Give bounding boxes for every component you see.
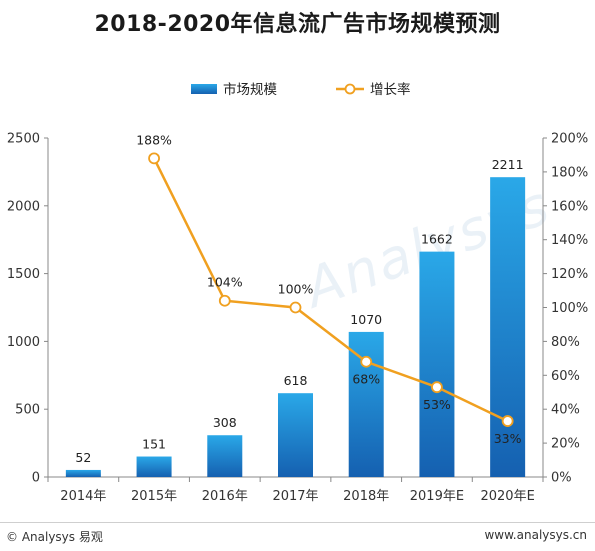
y-left-tick-label: 1500 xyxy=(7,267,40,282)
y-right-tick-label: 40% xyxy=(551,403,580,418)
x-tick-label: 2016年 xyxy=(202,489,248,504)
bar xyxy=(136,456,172,477)
y-right-tick-label: 140% xyxy=(551,233,588,248)
bars xyxy=(65,177,526,477)
bar-value-label: 1662 xyxy=(421,232,453,247)
y-right-tick-label: 20% xyxy=(551,437,580,452)
y-right-tick-label: 60% xyxy=(551,369,580,384)
growth-point xyxy=(501,415,514,427)
x-tick-label: 2019年E xyxy=(410,489,464,504)
y-right-tick-label: 120% xyxy=(551,267,588,282)
growth-point xyxy=(431,381,443,394)
bar xyxy=(278,393,313,477)
growth-point xyxy=(148,152,160,165)
x-tick-label: 2020年E xyxy=(480,489,534,504)
growth-point xyxy=(218,294,231,307)
y-right-tick-label: 180% xyxy=(551,165,588,180)
growth-value-label: 33% xyxy=(494,431,522,446)
y-right-tick-label: 160% xyxy=(551,199,588,214)
bar xyxy=(419,251,455,477)
legend-bar-swatch xyxy=(191,84,217,94)
growth-value-label: 100% xyxy=(278,282,314,297)
growth-labels: 188% 104% 100% 68% 53% 33% xyxy=(136,132,521,446)
growth-line xyxy=(148,152,514,427)
bar-value-label: 308 xyxy=(213,415,237,430)
growth-line-path xyxy=(152,157,509,423)
y-right-tick-label: 80% xyxy=(551,335,580,350)
y-left-tick-label: 2500 xyxy=(7,132,40,147)
footer-divider xyxy=(0,522,595,523)
y-right-tick-label: 0% xyxy=(551,471,572,486)
growth-value-label: 188% xyxy=(136,132,172,147)
growth-point xyxy=(360,355,373,368)
bar xyxy=(65,469,101,477)
footer-website: www.analysys.cn xyxy=(484,528,587,542)
bar-value-label: 618 xyxy=(284,373,308,388)
growth-point xyxy=(289,301,302,314)
y-left-tick-label: 2000 xyxy=(7,199,40,214)
x-tick-label: 2017年 xyxy=(272,489,318,504)
legend-line-marker xyxy=(344,83,356,95)
x-tick-label: 2015年 xyxy=(131,489,177,504)
y-left-tick-label: 500 xyxy=(15,403,40,418)
y-right-tick-label: 100% xyxy=(551,301,588,316)
legend-bar-label: 市场规模 xyxy=(223,81,277,98)
growth-value-label: 104% xyxy=(207,275,243,290)
y-left-tick-label: 1000 xyxy=(7,335,40,350)
growth-value-label: 68% xyxy=(352,372,380,387)
bar-value-label: 151 xyxy=(142,437,166,452)
legend-line-label: 增长率 xyxy=(370,81,411,98)
legend: 市场规模 增长率 xyxy=(191,81,411,98)
growth-value-label: 53% xyxy=(423,397,451,412)
bar-value-label: 52 xyxy=(75,450,91,465)
bar xyxy=(490,177,526,477)
axes: 0 500 1000 1500 2000 2500 0% 20% 40% 60% 80% 100% 12… xyxy=(7,132,588,505)
bar xyxy=(207,435,243,477)
x-tick-label: 2018年 xyxy=(343,489,389,504)
bar-labels: 52 151 308 618 1070 1662 2211 xyxy=(75,157,523,465)
bar-value-label: 2211 xyxy=(492,157,524,172)
chart-title: 2018-2020年信息流广告市场规模预测 xyxy=(94,12,501,37)
bar-value-label: 1070 xyxy=(350,312,382,327)
y-right-tick-label: 200% xyxy=(551,132,588,147)
x-tick-label: 2014年 xyxy=(60,489,106,504)
y-left-tick-label: 0 xyxy=(32,471,40,486)
footer-source: © Analysys 易观 xyxy=(6,530,103,544)
